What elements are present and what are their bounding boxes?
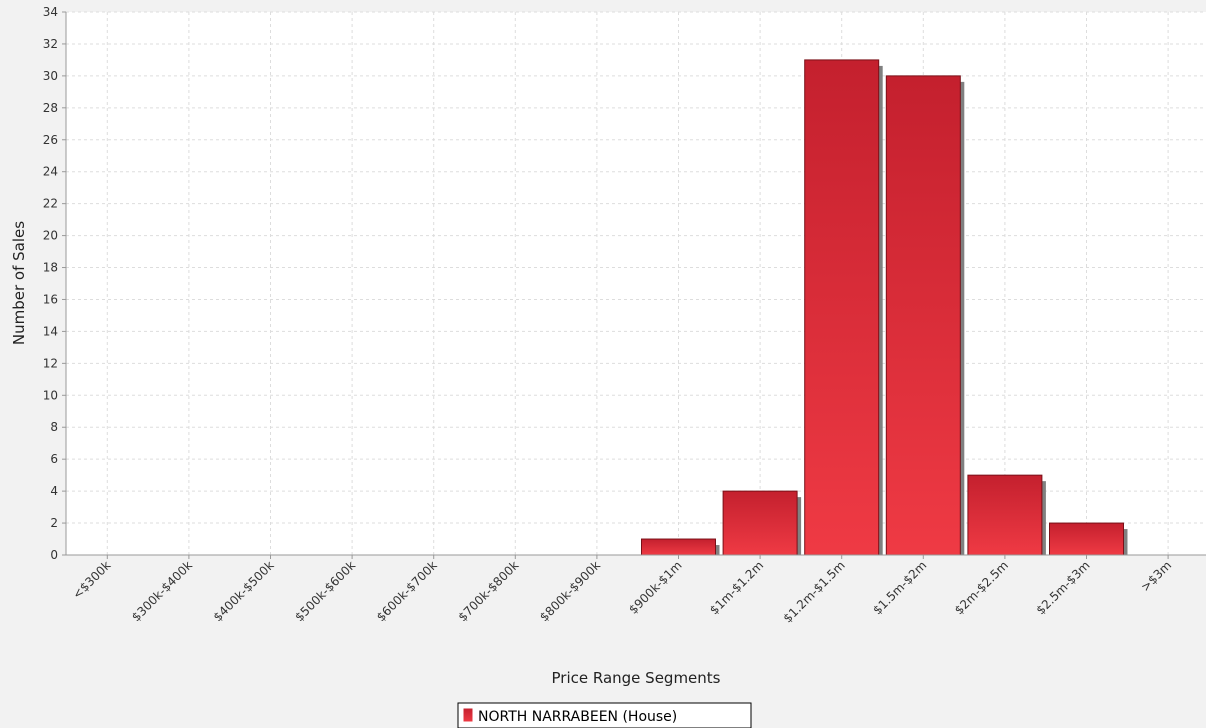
bars bbox=[641, 59, 1124, 556]
x-tick-label: $900k-$1m bbox=[626, 558, 685, 617]
bar bbox=[641, 538, 716, 556]
y-tick-label: 28 bbox=[43, 101, 58, 115]
y-tick-label: 12 bbox=[43, 356, 58, 370]
y-tick-label: 26 bbox=[43, 133, 58, 147]
x-tick-label: $2.5m-$3m bbox=[1033, 558, 1092, 617]
x-tick-label: >$3m bbox=[1138, 558, 1174, 594]
legend-swatch bbox=[462, 707, 474, 723]
legend-box bbox=[457, 702, 752, 728]
y-tick-label: 2 bbox=[50, 516, 58, 530]
bar bbox=[722, 490, 798, 556]
y-tick-label: 18 bbox=[43, 261, 58, 275]
plot-area bbox=[66, 12, 1206, 555]
x-tick-label: $600k-$700k bbox=[374, 558, 440, 624]
legend-label: NORTH NARRABEEN (House) bbox=[478, 709, 677, 725]
x-tick-label: $500k-$600k bbox=[292, 558, 358, 624]
x-tick-label: $2m-$2.5m bbox=[952, 558, 1011, 617]
x-tick-label: $300k-$400k bbox=[129, 558, 195, 624]
y-tick-label: 16 bbox=[43, 292, 58, 306]
y-tick-label: 34 bbox=[43, 5, 58, 19]
y-axis-title: Number of Sales bbox=[10, 221, 28, 345]
bar bbox=[967, 474, 1043, 556]
bar bbox=[885, 75, 961, 556]
x-tick-label: $800k-$900k bbox=[537, 558, 603, 624]
y-tick-label: 32 bbox=[43, 37, 58, 51]
y-tick-label: 0 bbox=[50, 548, 58, 562]
x-tick-label: $400k-$500k bbox=[211, 558, 277, 624]
bar bbox=[1049, 522, 1124, 556]
y-tick-label: 14 bbox=[43, 324, 58, 338]
x-tick-label: $1.5m-$2m bbox=[870, 558, 929, 617]
bar bbox=[804, 59, 880, 556]
x-axis-ticks: <$300k $300k-$400k $400k-$500k $500k-$600k $… bbox=[70, 555, 1174, 626]
y-tick-label: 20 bbox=[43, 229, 58, 243]
x-tick-label: $1m-$1.2m bbox=[707, 558, 766, 617]
x-tick-label: <$300k bbox=[70, 558, 114, 602]
y-tick-label: 6 bbox=[50, 452, 58, 466]
y-tick-label: 22 bbox=[43, 197, 58, 211]
y-tick-label: 24 bbox=[43, 165, 58, 179]
y-tick-label: 4 bbox=[50, 484, 58, 498]
x-tick-label: $700k-$800k bbox=[455, 558, 521, 624]
x-axis-title: Price Range Segments bbox=[552, 669, 721, 687]
legend: NORTH NARRABEEN (House) bbox=[457, 702, 752, 728]
y-tick-label: 10 bbox=[43, 388, 58, 402]
x-tick-label: $1.2m-$1.5m bbox=[781, 558, 848, 625]
y-tick-label: 30 bbox=[43, 69, 58, 83]
y-tick-label: 8 bbox=[50, 420, 58, 434]
